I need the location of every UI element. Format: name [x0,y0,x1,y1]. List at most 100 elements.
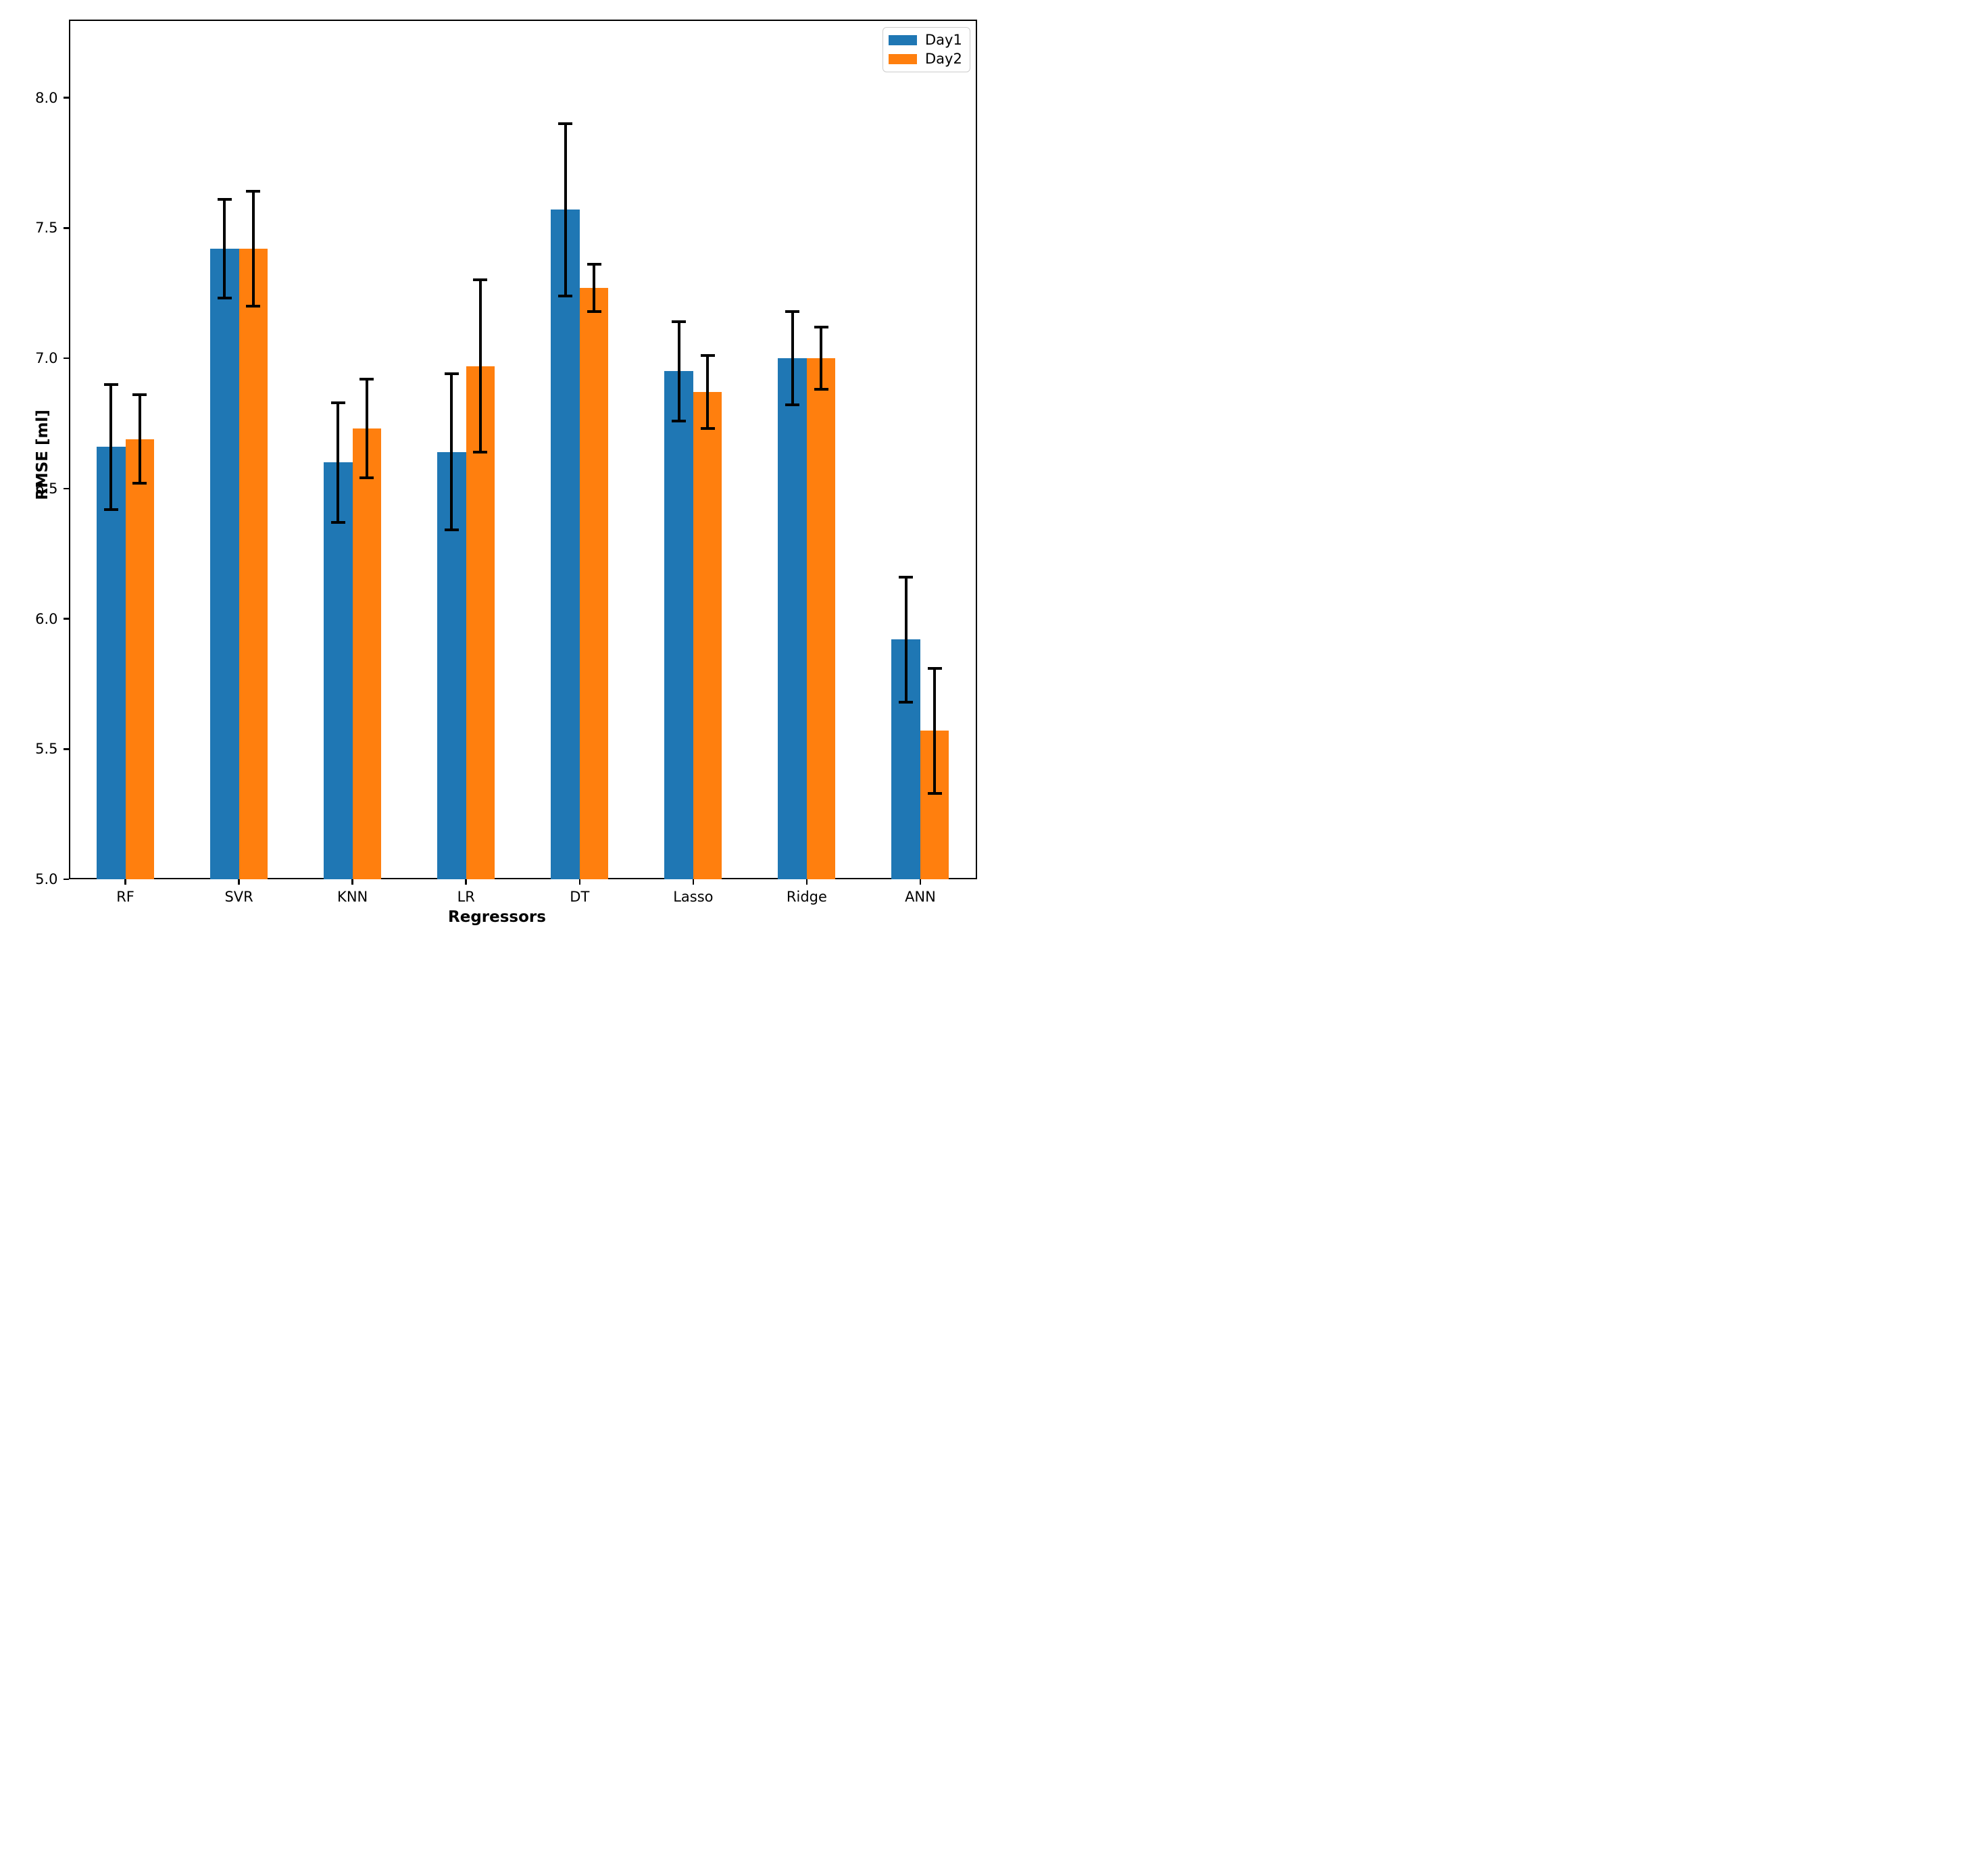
errorbar-day2-knn-cap-top [359,377,374,380]
legend-swatch-day2 [889,54,917,65]
errorbar-day2-ridge-line [820,326,823,390]
errorbar-day2-svr-cap-bottom [246,305,261,308]
bar-chart: RMSE [ml] Regressors Day1 Day2 5.0 5.5 6.0… [0,0,994,934]
bar-day2-dt [579,288,609,879]
y-tick-label: 7.5 [35,220,58,237]
errorbar-day1-ann-line [904,576,908,702]
x-axis-title: Regressors [448,908,546,926]
errorbar-day1-ridge-cap-bottom [785,403,800,407]
x-tick-mark [465,879,467,885]
y-tick-mark [63,227,69,229]
bar-day2-svr [239,249,268,879]
errorbar-day2-ann-cap-top [927,666,942,670]
errorbar-day2-ann-cap-bottom [927,791,942,795]
errorbar-day1-ridge-cap-top [785,310,800,313]
bar-day2-lasso [693,392,722,879]
errorbar-day2-ridge-cap-top [814,325,828,328]
legend: Day1 Day2 [883,27,970,72]
errorbar-day1-lr-cap-top [444,372,459,376]
y-tick-label: 6.5 [35,480,58,497]
errorbar-day1-svr-line [223,199,226,299]
bar-day1-ridge [778,358,807,879]
errorbar-day1-knn-cap-top [330,401,345,404]
errorbar-day2-lasso-line [706,355,710,429]
y-tick-label: 7.0 [35,350,58,367]
x-tick-label: LR [457,889,475,905]
y-tick-mark [63,748,69,750]
errorbar-day1-knn-line [337,402,340,522]
x-tick-mark [805,879,808,885]
errorbar-day1-lasso-cap-bottom [672,419,687,422]
errorbar-day2-lasso-cap-bottom [700,427,715,431]
errorbar-day2-ridge-cap-bottom [814,388,828,391]
legend-swatch-day1 [889,34,917,45]
x-tick-mark [124,879,126,885]
errorbar-day1-svr-cap-top [217,197,232,201]
errorbar-day1-ann-cap-bottom [899,700,914,704]
bar-day2-rf [125,439,155,879]
x-tick-mark [578,879,581,885]
errorbar-day2-svr-cap-top [246,190,261,193]
errorbar-day2-dt-line [593,264,596,312]
errorbar-day2-knn-cap-bottom [359,476,374,480]
errorbar-day2-rf-cap-bottom [132,482,147,485]
y-tick-label: 8.0 [35,89,58,106]
errorbar-day2-lr-cap-bottom [473,450,488,453]
plot-frame [68,20,977,879]
y-tick-mark [63,618,69,620]
y-tick-mark [63,357,69,360]
errorbar-day2-rf-line [138,395,141,484]
errorbar-day2-lasso-cap-top [700,354,715,358]
y-tick-mark [63,878,69,881]
x-tick-mark [238,879,240,885]
errorbar-day2-lr-cap-top [473,278,488,282]
errorbar-day1-ann-cap-top [899,575,914,579]
errorbar-day2-ann-line [933,668,937,793]
bar-day2-ridge [806,358,836,879]
x-tick-label: SVR [224,889,253,905]
x-tick-mark [692,879,695,885]
figure: RMSE [ml] Regressors Day1 Day2 5.0 5.5 6.0… [0,0,994,934]
bar-day2-knn [352,428,382,879]
y-tick-mark [63,97,69,99]
errorbar-day1-dt-cap-bottom [558,294,573,297]
errorbar-day1-rf-line [109,384,113,510]
x-tick-label: DT [570,889,590,905]
errorbar-day1-rf-cap-bottom [103,508,118,511]
errorbar-day1-ridge-line [791,311,794,405]
y-tick-label: 5.5 [35,741,58,758]
errorbar-day1-rf-cap-top [103,383,118,386]
errorbar-day1-knn-cap-bottom [330,520,345,524]
bar-day1-dt [551,210,580,879]
y-tick-label: 6.0 [35,610,58,627]
x-tick-label: KNN [337,889,368,905]
x-tick-label: Lasso [673,889,714,905]
legend-item-day1: Day1 [889,31,964,48]
bar-day1-lasso [664,371,693,879]
errorbar-day1-lr-cap-bottom [444,529,459,532]
legend-label-day1: Day1 [925,31,962,48]
errorbar-day2-rf-cap-top [132,393,147,397]
y-tick-label: 5.0 [35,871,58,887]
errorbar-day2-lr-line [478,280,482,452]
errorbar-day1-lasso-cap-top [672,320,687,324]
bar-day1-knn [324,462,353,879]
x-tick-label: ANN [905,889,936,905]
errorbar-day2-dt-cap-bottom [587,310,601,313]
x-tick-mark [919,879,922,885]
x-tick-label: RF [116,889,134,905]
errorbar-day1-svr-cap-bottom [217,297,232,300]
errorbar-day1-lr-line [450,374,453,531]
errorbar-day2-knn-line [365,378,368,478]
errorbar-day1-dt-line [564,124,567,296]
errorbar-day2-svr-line [251,191,255,306]
x-tick-label: Ridge [786,889,827,905]
errorbar-day1-lasso-line [677,322,680,421]
y-tick-mark [63,487,69,490]
errorbar-day1-dt-cap-top [558,122,573,126]
legend-label-day2: Day2 [925,51,962,68]
legend-item-day2: Day2 [889,52,964,66]
bar-day1-svr [210,249,239,879]
errorbar-day2-dt-cap-top [587,263,601,266]
bar-day1-rf [97,447,126,879]
